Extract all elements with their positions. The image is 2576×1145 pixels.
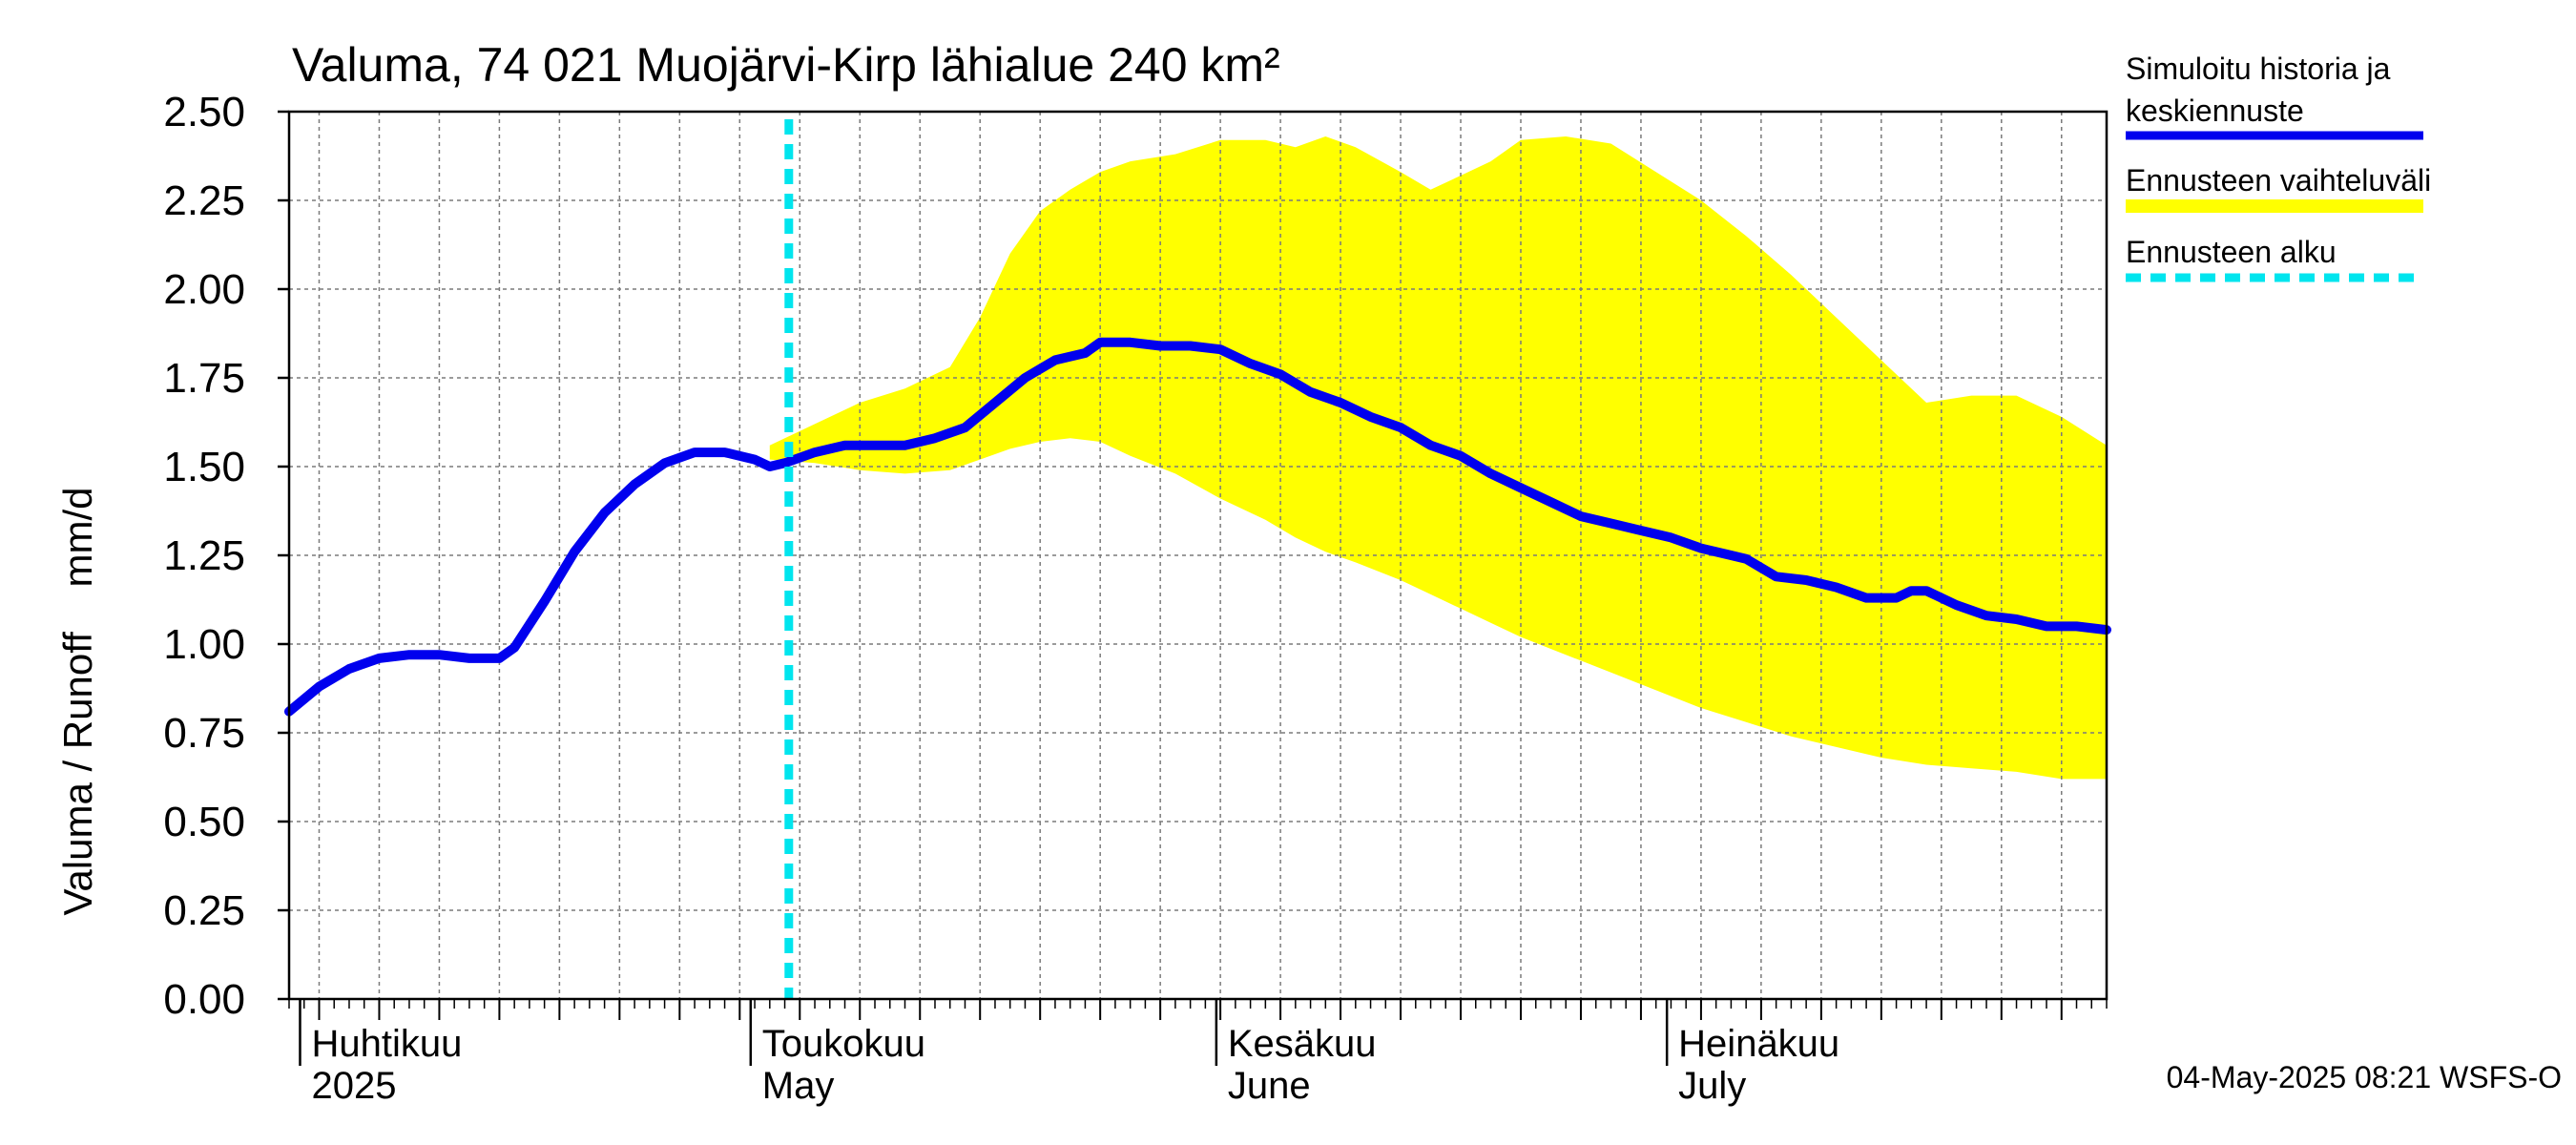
x-month-label-fi: Kesäkuu — [1228, 1023, 1377, 1065]
axis-layer: 0.00 0.25 0.50 0.75 1.00 1.25 1.50 1.75 2.00 2.25… — [163, 89, 2109, 1107]
x-month-label-en: May — [762, 1065, 835, 1107]
x-month-label-fi: Toukokuu — [762, 1023, 925, 1065]
x-month-label-en: July — [1678, 1065, 1746, 1107]
legend-label-sim-line1: Simuloitu historia ja — [2126, 52, 2391, 86]
legend-label-forecast-start: Ennusteen alku — [2126, 235, 2337, 269]
y-tick-label: 0.00 — [163, 976, 245, 1023]
timestamp-label: 04-May-2025 08:21 WSFS-O — [2167, 1060, 2562, 1094]
y-tick-label: 2.50 — [163, 89, 245, 135]
y-tick-label: 2.00 — [163, 266, 245, 313]
y-tick-label: 0.25 — [163, 887, 245, 934]
y-tick-label: 1.25 — [163, 532, 245, 579]
x-month-label-en: June — [1228, 1065, 1311, 1107]
forecast-band-layer — [769, 136, 2107, 780]
grid-layer — [289, 112, 2107, 999]
chart-title: Valuma, 74 021 Muojärvi-Kirp lähialue 24… — [292, 38, 1280, 92]
y-tick-label: 2.25 — [163, 177, 245, 224]
forecast-band — [769, 136, 2107, 780]
y-tick-label: 1.50 — [163, 444, 245, 490]
x-month-label-en: 2025 — [311, 1065, 396, 1107]
legend-label-sim-line2: keskiennuste — [2126, 94, 2304, 128]
x-month-label-fi: Heinäkuu — [1678, 1023, 1839, 1065]
legend: Simuloitu historia ja keskiennuste Ennus… — [2126, 52, 2431, 282]
y-tick-label: 0.50 — [163, 799, 245, 845]
y-axis-label: Valuma / Runoff mm/d — [55, 488, 100, 916]
y-tick-label: 1.75 — [163, 355, 245, 402]
x-month-label-fi: Huhtikuu — [311, 1023, 462, 1065]
legend-label-band: Ennusteen vaihteluväli — [2126, 163, 2431, 198]
y-tick-label: 1.00 — [163, 621, 245, 668]
y-tick-label: 0.75 — [163, 710, 245, 757]
series-layer — [284, 119, 2111, 999]
series-line-simulated — [284, 337, 2111, 717]
